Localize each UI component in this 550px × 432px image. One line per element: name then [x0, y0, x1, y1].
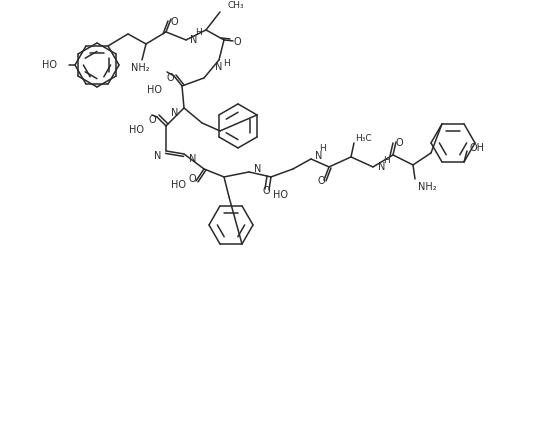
Text: N: N — [378, 162, 386, 172]
Text: H: H — [384, 156, 390, 165]
Text: N: N — [215, 62, 223, 72]
Text: N: N — [190, 35, 197, 45]
Text: O: O — [317, 176, 325, 186]
Text: O: O — [188, 174, 196, 184]
Text: HO: HO — [42, 60, 57, 70]
Text: H: H — [224, 60, 230, 68]
Text: N: N — [189, 154, 196, 164]
Text: O: O — [170, 17, 178, 27]
Text: HO: HO — [129, 125, 144, 135]
Text: HO: HO — [147, 85, 162, 95]
Text: N: N — [153, 151, 161, 161]
Text: H: H — [320, 144, 326, 153]
Text: HO: HO — [171, 180, 186, 190]
Text: O: O — [262, 186, 270, 196]
Text: O: O — [148, 115, 156, 125]
Text: O: O — [234, 37, 241, 47]
Text: H: H — [195, 29, 201, 38]
Text: HO: HO — [273, 190, 288, 200]
Text: N: N — [170, 108, 178, 118]
Text: H₃C: H₃C — [355, 134, 372, 143]
Text: NH₂: NH₂ — [131, 63, 149, 73]
Text: O: O — [395, 138, 403, 148]
Text: N: N — [315, 151, 322, 161]
Text: CH₃: CH₃ — [228, 1, 245, 10]
Text: OH: OH — [469, 143, 484, 153]
Text: NH₂: NH₂ — [418, 182, 437, 192]
Text: N: N — [254, 164, 261, 174]
Text: O: O — [166, 73, 174, 83]
